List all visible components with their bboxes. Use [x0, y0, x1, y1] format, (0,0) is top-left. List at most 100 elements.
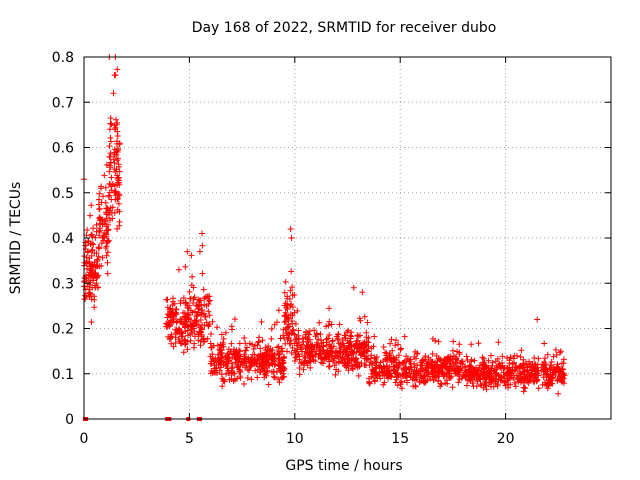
data-point	[102, 245, 109, 251]
data-point	[304, 350, 311, 357]
data-point	[167, 305, 174, 312]
data-point	[197, 317, 204, 323]
data-point	[488, 352, 494, 359]
data-point	[114, 196, 121, 203]
data-point	[338, 344, 345, 351]
data-point	[405, 365, 412, 372]
data-point	[284, 324, 291, 331]
data-point	[115, 179, 122, 186]
data-point	[406, 371, 413, 377]
scatter-series	[81, 54, 568, 421]
data-point	[88, 252, 95, 259]
data-point	[184, 346, 191, 353]
data-point	[84, 227, 91, 233]
data-point	[199, 270, 206, 277]
data-point	[361, 313, 368, 320]
x-axis-label: GPS time / hours	[285, 458, 402, 474]
data-point	[419, 362, 426, 369]
data-point	[418, 359, 425, 366]
data-point	[103, 240, 110, 246]
data-point	[112, 126, 118, 133]
data-point	[182, 300, 189, 307]
data-point	[188, 326, 195, 333]
data-point	[380, 363, 387, 370]
data-point	[333, 366, 340, 373]
data-point	[542, 367, 549, 374]
data-point	[82, 292, 89, 299]
data-point	[228, 376, 235, 382]
x-tick-label: 10	[286, 431, 304, 447]
data-point	[95, 253, 102, 260]
data-point	[270, 373, 277, 380]
data-point	[211, 362, 218, 369]
data-point	[261, 371, 268, 378]
data-point	[336, 321, 343, 328]
data-point	[168, 334, 175, 341]
data-point	[287, 287, 294, 294]
data-point	[516, 375, 522, 382]
data-point	[294, 307, 301, 314]
data-point	[218, 361, 225, 368]
data-point	[98, 199, 105, 206]
data-point	[454, 371, 461, 378]
data-point	[237, 348, 243, 355]
data-point	[106, 126, 113, 133]
data-point	[114, 225, 121, 232]
data-point	[525, 369, 532, 376]
data-point	[104, 249, 111, 256]
data-point	[115, 200, 122, 207]
data-point	[356, 342, 363, 349]
data-point	[220, 377, 227, 384]
data-point	[530, 378, 537, 385]
data-point	[438, 381, 445, 388]
data-point	[401, 333, 408, 340]
data-point	[170, 295, 176, 302]
data-point	[363, 342, 370, 349]
data-point	[456, 341, 463, 348]
data-point	[429, 369, 436, 376]
data-point	[560, 360, 567, 367]
data-point	[287, 226, 294, 232]
data-point	[517, 369, 523, 376]
data-point	[168, 340, 175, 347]
data-point	[175, 266, 182, 273]
data-point	[92, 284, 99, 291]
data-point	[398, 385, 405, 392]
data-point	[271, 321, 278, 328]
data-point	[307, 364, 314, 371]
data-point	[442, 364, 449, 371]
data-point	[342, 332, 349, 339]
data-point	[92, 234, 99, 241]
data-point	[453, 355, 460, 362]
data-point	[83, 260, 90, 267]
data-point	[499, 360, 506, 366]
data-point	[104, 259, 111, 266]
grid-lines	[84, 57, 611, 419]
data-point	[87, 212, 94, 219]
data-point	[511, 360, 517, 367]
data-point	[237, 353, 244, 360]
data-point	[531, 355, 538, 361]
data-point	[396, 359, 402, 366]
data-point	[558, 375, 565, 382]
y-tick-label: 0.8	[52, 50, 74, 66]
data-point	[361, 355, 368, 362]
data-point	[182, 263, 189, 270]
data-point	[478, 382, 485, 389]
data-point	[268, 335, 275, 342]
data-point	[428, 358, 435, 365]
x-tick-label: 0	[80, 431, 89, 447]
data-point	[522, 374, 529, 381]
data-point	[229, 326, 235, 333]
data-point	[413, 355, 419, 362]
data-point	[214, 324, 221, 331]
data-point	[206, 293, 213, 300]
data-point	[265, 381, 272, 388]
data-point	[345, 352, 352, 359]
data-point	[287, 340, 294, 347]
data-point	[254, 342, 261, 349]
data-point	[288, 235, 295, 241]
data-point	[530, 365, 537, 372]
data-point	[107, 115, 114, 122]
